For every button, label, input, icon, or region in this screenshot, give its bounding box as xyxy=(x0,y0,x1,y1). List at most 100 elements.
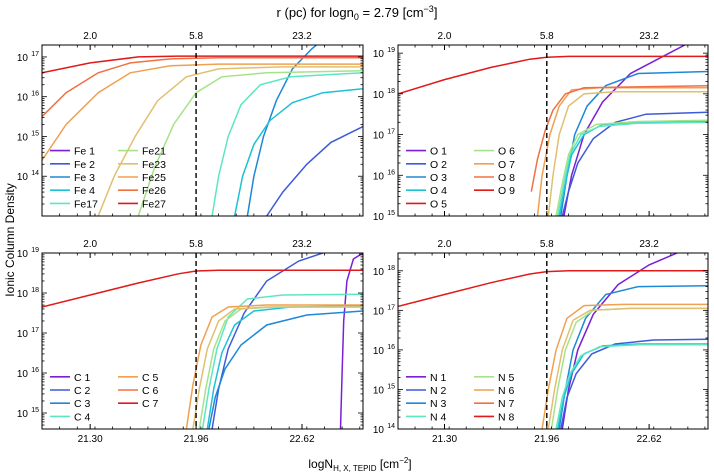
legend-label: N 5 xyxy=(498,372,515,384)
bottom-tick-label: 21.96 xyxy=(534,434,559,445)
bottom-tick-label: 21.96 xyxy=(184,434,209,445)
legend-label: O 9 xyxy=(498,185,515,197)
series-line-c3 xyxy=(208,310,363,429)
plot-frame xyxy=(41,252,364,430)
legend-item: N 7 xyxy=(474,398,515,410)
y-tick-label-exponent: 18 xyxy=(387,265,395,272)
legend-item: O 8 xyxy=(474,172,515,184)
legend-item: N 6 xyxy=(474,385,515,397)
top-tick-label: 5.8 xyxy=(189,31,203,42)
series-line-c1 xyxy=(339,253,363,429)
legend-item: O 2 xyxy=(406,159,447,171)
top-tick-label: 5.8 xyxy=(189,239,203,250)
bottom-tick-label: 22.62 xyxy=(289,434,314,445)
series-line-fe3 xyxy=(246,45,318,216)
legend-item: O 7 xyxy=(474,159,515,171)
series-line-n1 xyxy=(561,253,678,429)
top-tick-label: 23.2 xyxy=(292,239,312,250)
legend-label: O 7 xyxy=(498,159,515,171)
y-tick-label-exponent: 19 xyxy=(387,47,395,54)
series-line-o6 xyxy=(555,119,708,216)
series-line-fe17 xyxy=(211,72,363,216)
series-line-c2 xyxy=(211,253,324,429)
legend-label: O 3 xyxy=(430,172,447,184)
legend-label: O 1 xyxy=(430,146,447,158)
legend-label: N 1 xyxy=(430,372,447,384)
y-tick-label: 10 xyxy=(17,289,29,300)
series-line-c4 xyxy=(206,305,363,429)
legend-label: Fe21 xyxy=(142,146,166,158)
series-line-fe4 xyxy=(233,87,363,216)
series-line-o9 xyxy=(530,84,708,192)
y-tick-label-exponent: 16 xyxy=(31,367,39,374)
y-tick-label-exponent: 17 xyxy=(31,327,39,334)
series-line-o7 xyxy=(547,91,708,216)
y-tick-label-exponent: 14 xyxy=(387,423,395,430)
bottom-tick-label: 21.30 xyxy=(432,434,457,445)
y-tick-label-exponent: 15 xyxy=(387,210,395,217)
legend-label: O 5 xyxy=(430,198,447,210)
legend-item: Fe26 xyxy=(118,185,166,197)
y-tick-label: 10 xyxy=(17,329,29,340)
legend-label: C 4 xyxy=(74,411,91,423)
y-tick-label: 10 xyxy=(373,306,385,317)
bottom-tick-label: 22.62 xyxy=(637,434,662,445)
y-tick-label: 10 xyxy=(373,385,385,396)
y-tick-label: 10 xyxy=(373,171,385,182)
legend-label: O 2 xyxy=(430,159,447,171)
legend-label: N 8 xyxy=(498,411,515,423)
legend-item: Fe 4 xyxy=(50,185,95,197)
top-tick-label: 2.0 xyxy=(438,239,452,250)
top-tick-label: 2.0 xyxy=(83,239,97,250)
plot-frame xyxy=(397,44,709,217)
y-tick-label: 10 xyxy=(373,90,385,101)
legend: C 1C 2C 3C 4 C 5C 6C 7 xyxy=(50,372,159,423)
y-tick-label-exponent: 17 xyxy=(387,129,395,136)
legend-item: O 1 xyxy=(406,146,447,158)
legend-item: C 1 xyxy=(50,372,91,384)
series-line-fe23 xyxy=(97,66,363,216)
legend-item: C 4 xyxy=(50,411,91,423)
y-tick-label: 10 xyxy=(373,212,385,223)
y-tick-label-exponent: 18 xyxy=(387,88,395,95)
legend-item: O 4 xyxy=(406,185,447,197)
top-tick-label: 23.2 xyxy=(292,31,312,42)
y-tick-label: 10 xyxy=(17,132,29,143)
top-tick-label: 23.2 xyxy=(639,239,659,250)
series-line-o5 xyxy=(556,121,708,216)
plot-frame xyxy=(397,252,709,430)
y-tick-label-exponent: 15 xyxy=(387,383,395,390)
y-tick-label-exponent: 17 xyxy=(31,51,39,58)
series-line-n8 xyxy=(541,303,708,429)
legend-label: Fe 2 xyxy=(74,159,95,171)
legend: N 1N 2N 3N 4 N 5N 6N 7N 8 xyxy=(406,372,515,423)
legend-label: Fe26 xyxy=(142,185,166,197)
legend-label: Fe 4 xyxy=(74,185,95,197)
legend-label: N 2 xyxy=(430,385,447,397)
series-line-o1 xyxy=(563,45,686,216)
legend-label: C 5 xyxy=(142,372,159,384)
legend-label: C 3 xyxy=(74,398,91,410)
legend-label: N 7 xyxy=(498,398,515,410)
legend-label: O 4 xyxy=(430,185,447,197)
series-line-c5 xyxy=(201,293,363,429)
series-line-o4 xyxy=(558,120,708,216)
y-tick-label: 10 xyxy=(17,249,29,260)
y-tick-label-exponent: 16 xyxy=(31,91,39,98)
series-line-c8 xyxy=(185,304,363,429)
legend-item: Fe27 xyxy=(118,198,166,210)
y-tick-label: 10 xyxy=(373,346,385,357)
y-tick-label-exponent: 18 xyxy=(31,287,39,294)
legend-label: Fe27 xyxy=(142,198,166,210)
legend-label: Fe25 xyxy=(142,172,166,184)
series-line-c9 xyxy=(42,269,363,308)
legend-item: O 3 xyxy=(406,172,447,184)
y-tick-label: 10 xyxy=(17,93,29,104)
series-line-fe27 xyxy=(42,55,363,74)
y-axis-label: Ionic Column Density xyxy=(3,183,17,296)
legend-item: O 5 xyxy=(406,198,447,210)
legend-label: Fe 3 xyxy=(74,172,95,184)
